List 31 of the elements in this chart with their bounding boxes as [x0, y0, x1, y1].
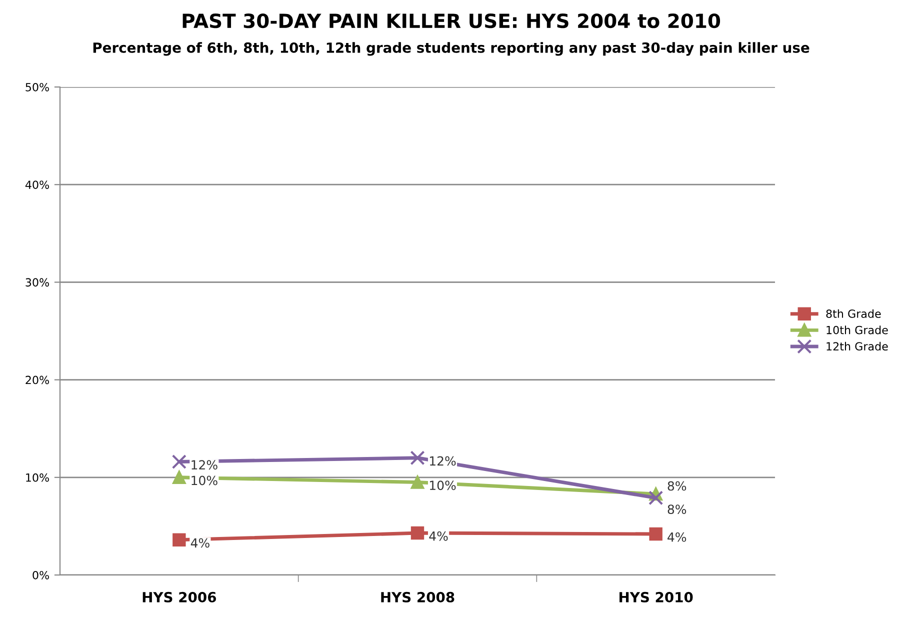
point	[410, 476, 424, 489]
data-label: 12%	[430, 456, 456, 466]
point	[172, 533, 186, 546]
data-label: 12%	[192, 460, 218, 470]
data-label: 4%	[429, 531, 448, 541]
point	[410, 526, 424, 540]
data-label: 8%	[668, 481, 686, 491]
data-label: 4%	[668, 532, 686, 542]
point	[172, 454, 186, 470]
y-tick-label: 40%	[25, 180, 49, 189]
chart-title: PAST 30-DAY PAIN KILLER USE: HYS 2004 to 2010	[182, 13, 720, 28]
point	[648, 490, 664, 506]
x-tick-label: HYS 2006	[142, 592, 216, 602]
legend-label: 12th Grade	[826, 342, 888, 351]
y-tick-label: 30%	[26, 278, 49, 287]
data-label: 10%	[192, 476, 218, 486]
x-tick-label: HYS 2010	[620, 592, 693, 602]
chart-subtitle: Percentage of 6th, 8th, 10th, 12th grade students reporting any past 30-day pain killer use	[93, 42, 810, 56]
y-tick-label: 0%	[32, 570, 49, 580]
y-tick-label: 10%	[26, 473, 49, 482]
data-label: 8%	[668, 504, 686, 514]
y-tick-label: 20%	[26, 376, 49, 384]
point	[649, 527, 662, 541]
legend-label: 10th Grade	[826, 326, 888, 334]
point	[410, 450, 425, 466]
y-tick-label: 50%	[26, 82, 49, 92]
x-tick-label: HYS 2008	[381, 592, 454, 602]
data-label: 4%	[190, 538, 210, 548]
point	[172, 470, 186, 484]
data-label: 10%	[430, 480, 456, 490]
legend-label: 8th Grade	[826, 309, 881, 318]
